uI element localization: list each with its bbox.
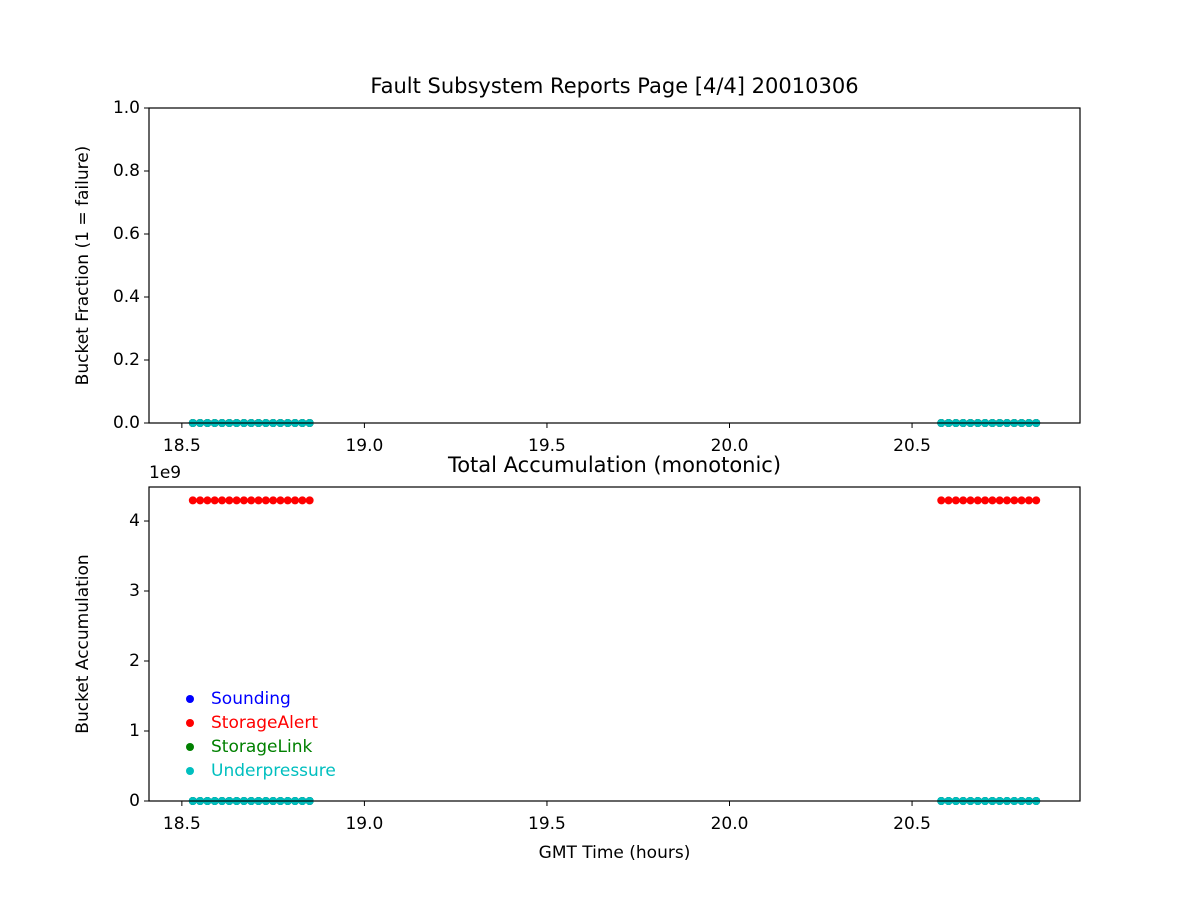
x-tick-label: 20.0 (711, 436, 749, 456)
y-tick-label: 0.8 (113, 161, 140, 181)
point (218, 496, 227, 505)
point (966, 496, 975, 505)
point (283, 496, 292, 505)
legend-marker (186, 743, 194, 751)
point (951, 496, 960, 505)
point (298, 496, 307, 505)
point (232, 496, 241, 505)
y-tick-label: 0.0 (113, 413, 140, 433)
x-axis-label: GMT Time (hours) (539, 843, 691, 863)
legend-marker (186, 719, 194, 727)
point (973, 496, 982, 505)
y-tick-label: 0.4 (113, 287, 140, 307)
y-tick-label: 0.6 (113, 224, 140, 244)
point (981, 496, 990, 505)
point (196, 496, 205, 505)
axes-frame (148, 486, 1081, 802)
point (254, 496, 263, 505)
x-tick-label: 19.5 (528, 436, 566, 456)
point (239, 496, 248, 505)
point (247, 496, 256, 505)
point (1002, 496, 1011, 505)
point (1032, 496, 1041, 505)
axes-title: Total Accumulation (monotonic) (447, 453, 781, 477)
legend-label: Sounding (211, 689, 291, 709)
x-tick-label: 20.5 (893, 436, 931, 456)
x-tick-label: 20.0 (711, 814, 749, 834)
axes-title: Fault Subsystem Reports Page [4/4] 20010… (370, 74, 858, 98)
point (959, 496, 968, 505)
y-tick-label: 1 (129, 721, 140, 741)
point (995, 496, 1004, 505)
y-axis-label: Bucket Accumulation (73, 554, 93, 733)
x-tick-label: 18.5 (163, 814, 201, 834)
y-tick-label: 0.2 (113, 350, 140, 370)
axes-frame (148, 107, 1081, 424)
x-tick-label: 20.5 (893, 814, 931, 834)
y-tick-label: 3 (129, 581, 140, 601)
y-tick-label: 1.0 (113, 98, 140, 118)
point (203, 496, 212, 505)
point (944, 496, 953, 505)
y-tick-label: 2 (129, 651, 140, 671)
legend-marker (186, 767, 194, 775)
point (937, 496, 946, 505)
legend-label: StorageLink (211, 737, 312, 757)
point (276, 496, 285, 505)
point (1010, 496, 1019, 505)
point (305, 496, 314, 505)
x-tick-label: 19.0 (345, 814, 383, 834)
legend-label: Underpressure (211, 761, 336, 781)
point (1024, 496, 1033, 505)
point (188, 496, 197, 505)
y-axis-label: Bucket Fraction (1 = failure) (73, 146, 93, 386)
legend-marker (186, 695, 194, 703)
y-tick-label: 0 (129, 791, 140, 811)
y-tick-label: 4 (129, 511, 140, 531)
x-tick-label: 19.5 (528, 814, 566, 834)
x-tick-label: 19.0 (345, 436, 383, 456)
x-tick-label: 18.5 (163, 436, 201, 456)
point (988, 496, 997, 505)
point (261, 496, 270, 505)
point (210, 496, 219, 505)
point (1017, 496, 1026, 505)
point (225, 496, 234, 505)
point (291, 496, 300, 505)
point (269, 496, 278, 505)
y-offset-label: 1e9 (149, 463, 181, 483)
legend-label: StorageAlert (211, 713, 318, 733)
